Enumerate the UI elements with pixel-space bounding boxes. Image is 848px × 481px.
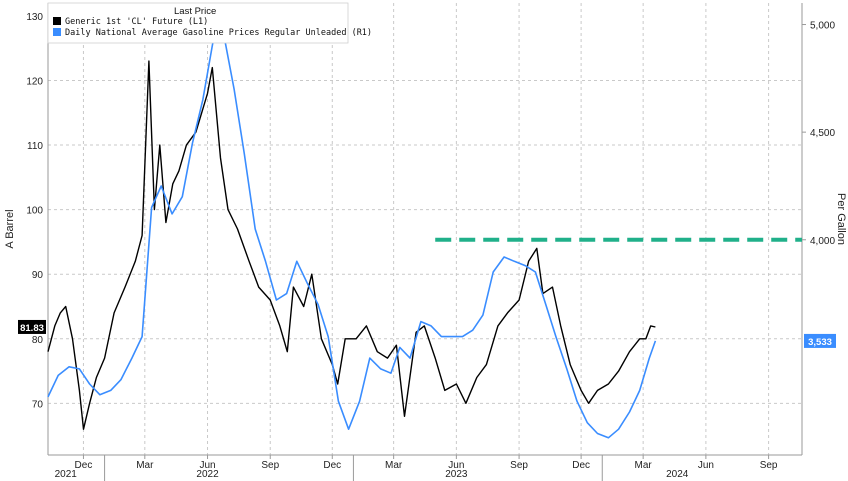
year-label: 2022 xyxy=(196,469,219,480)
series-line-cl-future xyxy=(47,60,656,430)
last-value-tags: 81.83 3,533 xyxy=(18,319,836,348)
left-tick-label: 130 xyxy=(26,12,43,23)
x-tick-label: Sep xyxy=(510,460,528,471)
last-value-label-cl: 81.83 xyxy=(20,323,44,334)
legend-entry: Generic 1st 'CL' Future (L1) xyxy=(65,17,208,27)
x-tick-label: Dec xyxy=(75,460,93,471)
right-tick-label: 5,000 xyxy=(810,21,835,32)
axis-layer: 70 80 90 100 110 120 130 4,000 4,500 5,000 Dec Mar J… xyxy=(4,3,847,481)
year-label: 2021 xyxy=(55,469,78,480)
legend-title: Last Price xyxy=(174,6,216,17)
x-tick-label: Dec xyxy=(572,460,590,471)
grid-layer xyxy=(48,3,802,455)
x-tick-label: Jun xyxy=(199,460,215,471)
series-layer xyxy=(47,21,657,439)
legend-box xyxy=(47,2,349,44)
legend-entry: Daily National Average Gasoline Prices R… xyxy=(65,28,372,38)
series-line-gasoline xyxy=(47,21,657,439)
x-tick-label: Dec xyxy=(323,460,341,471)
legend-swatch xyxy=(53,28,61,36)
right-tick-label: 4,500 xyxy=(810,128,835,139)
x-tick-label: Mar xyxy=(385,460,403,471)
year-label: 2024 xyxy=(666,469,689,480)
x-tick-label: Mar xyxy=(635,460,653,471)
left-tick-label: 70 xyxy=(32,399,44,410)
right-axis-title: Per Gallon xyxy=(835,193,847,245)
right-tick-label: 4,000 xyxy=(810,236,835,247)
left-tick-label: 80 xyxy=(32,335,44,346)
x-tick-label: Sep xyxy=(760,460,778,471)
left-tick-label: 120 xyxy=(26,76,43,87)
left-axis-title: A Barrel xyxy=(4,209,16,248)
last-value-label-gasoline: 3,533 xyxy=(808,337,832,348)
last-value-tag-gasoline xyxy=(804,333,836,348)
left-tick-label: 90 xyxy=(32,270,44,281)
legend-swatch xyxy=(53,17,61,25)
x-tick-label: Mar xyxy=(136,460,154,471)
x-tick-label: Sep xyxy=(261,460,279,471)
last-value-tag-cl xyxy=(18,319,46,334)
x-tick-label: Jun xyxy=(448,460,464,471)
year-label: 2023 xyxy=(445,469,468,480)
x-tick-label: Jun xyxy=(698,460,714,471)
left-tick-label: 110 xyxy=(27,141,43,152)
left-tick-label: 100 xyxy=(26,206,43,217)
